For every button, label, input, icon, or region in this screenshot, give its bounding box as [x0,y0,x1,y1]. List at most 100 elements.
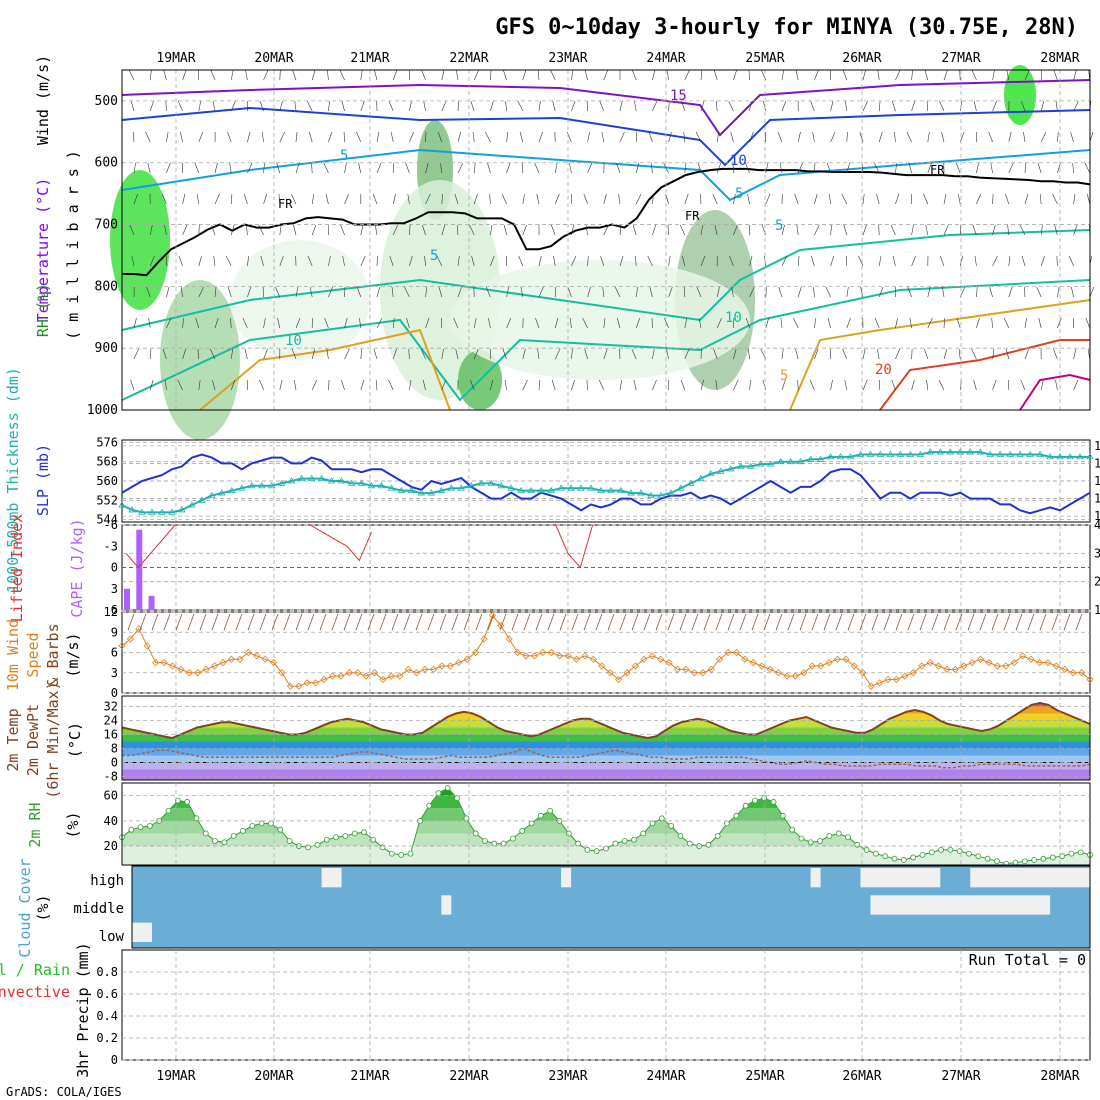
wind-barb-10m [919,613,927,631]
cape-bar [136,529,143,610]
wind-speed-point [236,655,244,663]
wind-ylabel-c: & Barbs [44,623,62,686]
wind-barb [133,131,135,143]
wind-barb [177,100,183,112]
wind-barb [894,131,896,143]
rh-2m-point [835,830,842,837]
wind-barb [246,224,248,236]
thickness-point [457,484,466,491]
wind-barb [438,286,443,298]
rh-2m-point [752,797,758,804]
rh-2m-point [463,815,470,822]
wind-barb [344,193,349,205]
wind-speed-point [1069,669,1077,677]
wind-barb [1052,193,1058,205]
thickness-point [597,486,605,494]
wind-barb-10m [1075,613,1083,631]
wind-barb [862,69,866,81]
wind-barb [845,255,848,267]
wind-barb-10m [499,613,507,631]
contour-label: 10 [285,333,302,349]
wind-barb [976,317,980,329]
contour-label: 5 [780,368,788,384]
wind-barb [814,162,816,174]
wind-barb [262,286,264,298]
wind-barb [814,317,817,329]
wind-barb-10m [727,613,735,631]
wind-barb [1020,100,1026,112]
thickness-point [876,450,885,457]
wind-barb [420,348,426,360]
wind-barb [878,255,882,267]
wind-barb [781,348,784,360]
wind-speed-point [892,675,900,684]
wind-speed-point [286,682,294,690]
thickness-point [856,450,865,457]
wind-barb [279,224,282,236]
slp-right-ytick: 1011 [1094,492,1100,506]
thickness-point [756,460,765,467]
wind-barb [295,317,301,329]
wind-barb [635,286,638,298]
date-label-top: 19MAR [156,51,195,66]
wind-barb [1024,69,1030,81]
thickness-point [826,453,835,460]
precip-ytick: 0.4 [96,1009,118,1023]
wind-barb [1086,193,1091,205]
wind-barb [943,317,945,329]
cloud-frame [131,865,1091,949]
wind-barb [506,162,511,174]
thickness-point [427,489,436,496]
rh-2m-point [584,846,591,853]
wind-barb-10m [583,613,591,631]
thickness-point [307,474,316,481]
temp-band [122,769,1090,780]
wind-barb [890,224,896,236]
wind-barb [763,100,767,112]
wind-barb [698,317,702,329]
rh-2m-point [658,815,665,822]
rh-2m-point [398,852,405,858]
wind-barb [1070,131,1074,143]
wind-barb [263,317,266,329]
wind-barb [388,100,394,112]
wind-speed-point [295,682,303,690]
wind-barb [667,224,669,236]
thickness-point [776,457,785,465]
wind-barb [1054,224,1058,236]
wind-speed-point [480,635,488,643]
wind-barb [485,131,491,143]
slp-right-ytick: 1017 [1094,456,1100,470]
wind-barb [1057,317,1062,329]
wind-barb [490,255,495,267]
wind-barb [603,224,609,236]
freezing-label: FR [278,197,293,211]
wind-barb [959,255,964,267]
wind-barb [749,286,755,298]
wind-barb [781,379,786,391]
wind-barb [1055,100,1058,112]
wind-barb [551,224,556,236]
wind-barb-10m [463,613,471,631]
wind-barb [470,379,475,391]
wind-barb [927,131,930,143]
wind-speed-point [598,662,606,670]
thickness-point [707,469,715,477]
rh-ylabel-units: (%) [64,811,82,838]
wind-barb [488,317,491,329]
temperature-contour [121,279,1091,402]
cloud-clear-cell [321,868,342,888]
temp-band [122,706,1090,714]
wind-barb [453,317,459,329]
thickness-point [1036,450,1044,457]
wind-barb [505,100,507,112]
wind-barb [665,193,669,205]
wind-barb [358,162,362,174]
wind-barb [554,317,559,329]
thickness-point [287,477,296,484]
wind-barb [166,317,172,329]
wind-barb [971,69,977,81]
thickness-point [1086,453,1094,460]
temperature-contour [121,79,1091,137]
wind-barb [911,100,916,112]
